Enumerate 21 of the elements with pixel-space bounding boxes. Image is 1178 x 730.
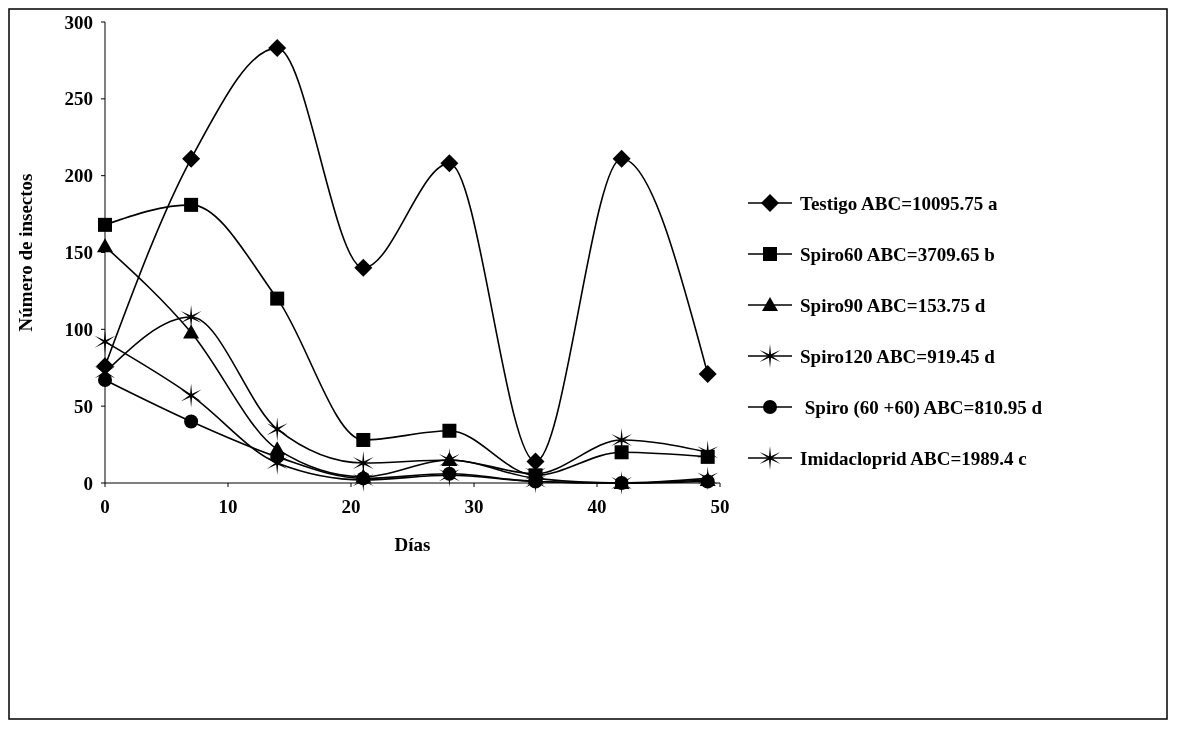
legend-label: Testigo ABC=10095.75 a [800, 192, 999, 214]
y-tick-label: 200 [64, 165, 93, 187]
x-tick-label: 10 [218, 496, 238, 517]
x-tick-label: 20 [341, 496, 361, 517]
x-tick-label: 30 [464, 496, 484, 517]
legend-label: Spiro90 ABC=153.75 d [800, 294, 986, 316]
legend-label: Imidacloprid ABC=1989.4 c [800, 447, 1027, 469]
y-tick-label: 50 [74, 395, 93, 417]
legend-label: Spiro60 ABC=3709.65 b [800, 243, 995, 265]
x-tick-label: 0 [100, 496, 110, 517]
y-tick-label: 0 [83, 472, 93, 494]
y-tick-label: 150 [64, 242, 93, 264]
x-tick-label: 50 [710, 496, 730, 517]
y-tick-label: 250 [64, 88, 93, 110]
legend-label: Spiro120 ABC=919.45 d [800, 345, 996, 367]
legend-label: Spiro (60 +60) ABC=810.95 d [800, 396, 1043, 419]
x-tick-label: 40 [587, 496, 607, 517]
y-axis-title: Número de insectos [15, 173, 36, 332]
x-axis-title: Días [394, 534, 431, 555]
y-tick-label: 300 [64, 11, 93, 33]
y-tick-label: 100 [64, 318, 93, 340]
